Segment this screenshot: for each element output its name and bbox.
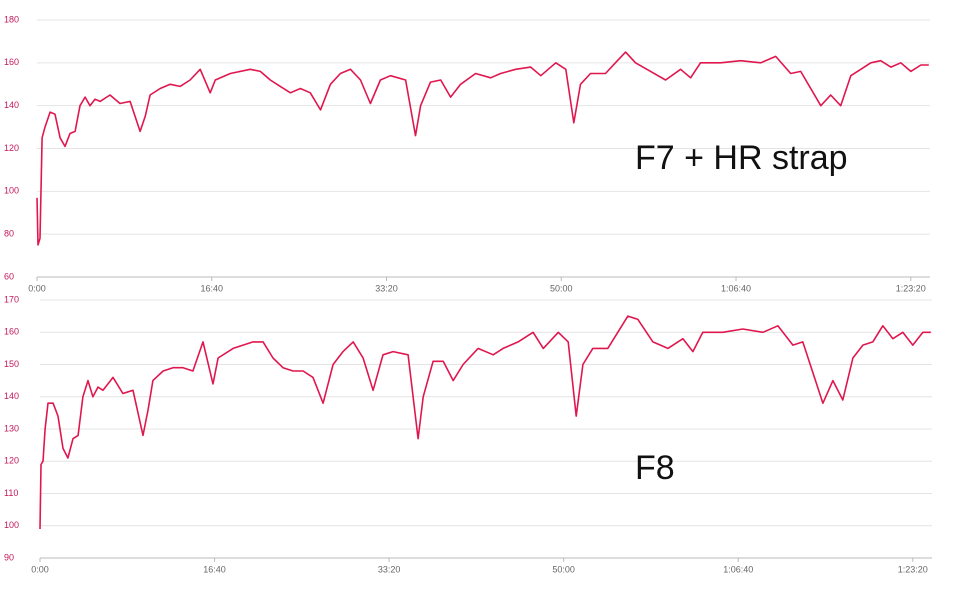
y-tick-label: 170 bbox=[4, 294, 19, 304]
y-tick-label: 120 bbox=[4, 143, 19, 153]
y-tick-label: 140 bbox=[4, 391, 19, 401]
y-tick-label: 100 bbox=[4, 186, 19, 196]
x-tick-label: 33:20 bbox=[375, 283, 398, 293]
annotation: F8 bbox=[635, 449, 675, 487]
y-tick-label: 140 bbox=[4, 100, 19, 110]
y-tick-label: 100 bbox=[4, 520, 19, 530]
y-tick-label: 120 bbox=[4, 456, 19, 466]
x-tick-label: 50:00 bbox=[552, 564, 575, 574]
y-tick-label: 80 bbox=[4, 229, 14, 239]
x-tick-label: 33:20 bbox=[378, 564, 401, 574]
x-tick-label: 1:23:20 bbox=[896, 283, 926, 293]
x-tick-label: 1:23:20 bbox=[898, 564, 928, 574]
y-tick-label: 180 bbox=[4, 14, 19, 24]
y-tick-label: 150 bbox=[4, 359, 19, 369]
hr-line bbox=[39, 315, 931, 530]
x-tick-label: 0:00 bbox=[31, 564, 49, 574]
hr-line bbox=[36, 51, 929, 246]
x-tick-label: 1:06:40 bbox=[723, 564, 753, 574]
x-tick-label: 16:40 bbox=[203, 564, 226, 574]
x-tick-label: 16:40 bbox=[200, 283, 223, 293]
y-tick-label: 160 bbox=[4, 327, 19, 337]
y-tick-label: 60 bbox=[4, 271, 14, 281]
x-tick-label: 1:06:40 bbox=[721, 283, 751, 293]
x-tick-label: 50:00 bbox=[550, 283, 573, 293]
y-tick-label: 90 bbox=[4, 552, 14, 562]
y-tick-label: 110 bbox=[4, 488, 18, 498]
y-tick-label: 130 bbox=[4, 423, 19, 433]
y-tick-label: 160 bbox=[4, 57, 19, 67]
x-tick-label: 0:00 bbox=[28, 283, 46, 293]
annotation: F7 + HR strap bbox=[635, 139, 848, 177]
